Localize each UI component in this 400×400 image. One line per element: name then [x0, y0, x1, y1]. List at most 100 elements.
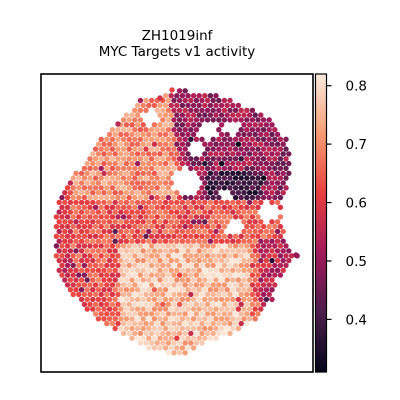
spot	[241, 112, 247, 118]
spot	[160, 311, 166, 317]
spot	[115, 243, 121, 249]
spot	[171, 282, 177, 288]
spot	[109, 262, 116, 269]
spot	[118, 257, 124, 264]
spot	[168, 316, 174, 322]
spot	[171, 97, 177, 104]
spot	[210, 223, 216, 230]
spot	[277, 194, 284, 201]
spot	[216, 330, 222, 337]
spot	[221, 311, 228, 317]
tissue-spots	[53, 87, 300, 356]
spot	[218, 141, 225, 147]
spot	[129, 160, 135, 167]
spot	[115, 214, 121, 220]
spot	[244, 117, 250, 123]
spot	[132, 253, 138, 259]
spot	[255, 253, 261, 259]
spot	[70, 291, 76, 298]
spot	[199, 243, 205, 249]
spot	[241, 219, 247, 225]
spot	[227, 185, 233, 191]
spot	[151, 180, 158, 186]
spot	[64, 204, 71, 210]
spot	[221, 204, 228, 210]
spot	[224, 219, 230, 225]
spot	[70, 253, 76, 259]
spot	[182, 233, 188, 239]
spot	[266, 243, 272, 249]
spot	[154, 311, 160, 317]
spot	[73, 180, 79, 186]
spot	[185, 102, 191, 109]
spot	[190, 160, 197, 167]
spot	[120, 233, 127, 239]
spot	[157, 316, 163, 322]
spot	[269, 257, 275, 264]
spot	[134, 180, 141, 186]
spot	[106, 238, 113, 244]
spot	[126, 330, 132, 337]
spot	[174, 335, 180, 341]
spot	[246, 190, 253, 196]
spot	[252, 277, 258, 283]
spot	[176, 301, 183, 307]
spot	[148, 291, 155, 298]
spot	[263, 190, 270, 196]
spot	[249, 146, 256, 152]
spot	[98, 165, 104, 172]
spot	[123, 122, 130, 128]
spot	[232, 175, 239, 181]
spot	[160, 340, 166, 346]
spot	[126, 136, 132, 142]
spot	[95, 287, 102, 293]
spot	[266, 117, 272, 123]
spot	[249, 214, 256, 220]
spot	[162, 131, 169, 138]
spot	[260, 233, 267, 239]
spot	[148, 127, 155, 133]
spot	[235, 190, 242, 196]
spot	[168, 122, 174, 128]
spot	[244, 214, 250, 220]
spot	[143, 233, 149, 239]
spot	[252, 306, 258, 312]
spot	[132, 194, 138, 201]
spot	[182, 282, 188, 288]
spot	[154, 301, 160, 307]
spot	[132, 291, 138, 298]
spot	[78, 257, 85, 264]
spot	[207, 102, 214, 109]
spot	[244, 311, 250, 317]
spot	[216, 156, 222, 162]
spot	[154, 185, 160, 191]
spot	[196, 287, 202, 293]
spot	[176, 311, 183, 317]
spot	[118, 325, 124, 332]
spot	[132, 311, 138, 317]
spot	[73, 248, 79, 254]
spot	[98, 223, 104, 230]
spot	[98, 282, 104, 288]
spot	[210, 194, 216, 201]
spot	[238, 301, 244, 307]
spot	[249, 272, 256, 278]
spot	[78, 199, 85, 206]
spot	[224, 306, 230, 312]
spot	[258, 267, 264, 273]
spot	[126, 320, 132, 327]
spot	[210, 136, 216, 142]
spot	[207, 316, 214, 322]
spot	[70, 204, 76, 210]
spot	[76, 233, 82, 239]
spot	[157, 209, 163, 215]
spot	[95, 160, 102, 167]
spot	[241, 287, 247, 293]
spot	[199, 301, 205, 307]
spot	[148, 233, 155, 239]
spot	[188, 272, 194, 278]
spot	[182, 136, 188, 142]
spot	[143, 301, 149, 307]
spot	[241, 160, 247, 167]
spot	[185, 228, 191, 235]
